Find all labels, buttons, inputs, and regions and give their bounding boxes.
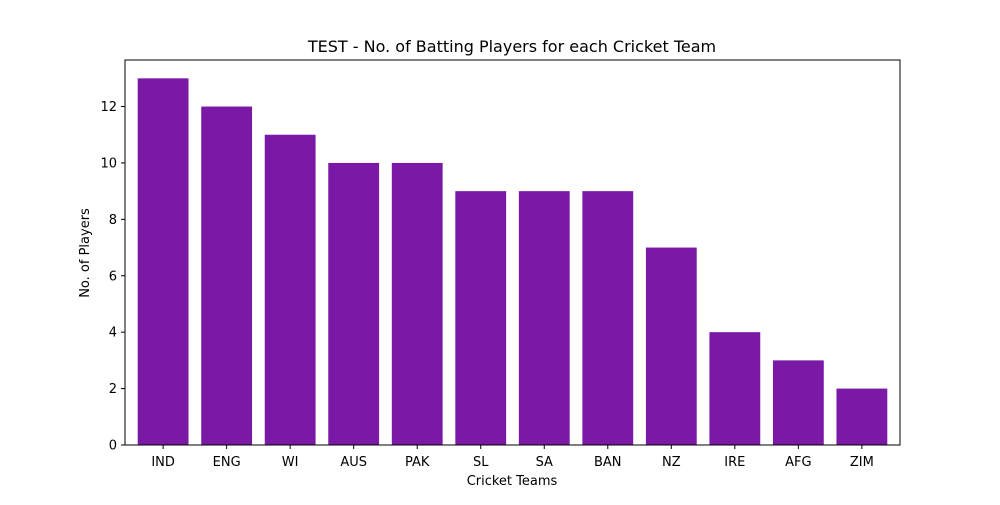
x-tick-label-wi: WI [282, 455, 299, 470]
x-axis-ticks: IND ENG WI AUS PAK SL SA BAN NZ IRE AFG ZIM [151, 445, 874, 470]
bar-ind [137, 78, 189, 445]
bar-afg [772, 360, 824, 445]
bar-ire [709, 332, 761, 445]
y-axis-ticks: 0 2 4 6 8 10 12 [100, 100, 125, 454]
bar-eng [201, 106, 253, 446]
x-tick-label-pak: PAK [405, 455, 430, 470]
x-tick-label-nz: NZ [662, 455, 681, 470]
bar-pak [391, 162, 443, 445]
bar-zim [836, 388, 888, 445]
bar-sl [455, 191, 507, 445]
plot-frame [124, 59, 901, 446]
y-tick-label: 12 [100, 100, 117, 115]
x-tick-label-afg: AFG [785, 455, 811, 470]
x-tick-label-sl: SL [473, 455, 489, 470]
x-axis-label: Cricket Teams [467, 474, 558, 489]
x-tick-label-eng: ENG [213, 455, 241, 470]
y-axis-label: No. of Players [78, 208, 93, 298]
bars-group [137, 78, 888, 446]
y-tick-label: 2 [109, 382, 117, 397]
bar-sa [518, 191, 570, 445]
y-tick-label: 8 [109, 213, 117, 228]
x-tick-label-aus: AUS [340, 455, 367, 470]
bar-aus [328, 162, 380, 445]
y-tick-label: 10 [100, 156, 117, 171]
x-tick-label-ire: IRE [724, 455, 745, 470]
x-tick-label-sa: SA [536, 455, 553, 470]
y-tick-label: 4 [109, 326, 117, 341]
y-tick-label: 6 [109, 269, 117, 284]
x-tick-label-ind: IND [151, 455, 175, 470]
x-tick-label-ban: BAN [594, 455, 622, 470]
chart-title: TEST - No. of Batting Players for each C… [307, 37, 716, 56]
y-tick-label: 0 [109, 439, 117, 454]
bar-nz [645, 247, 697, 445]
bar-ban [582, 191, 634, 445]
bar-wi [264, 134, 316, 445]
x-tick-label-zim: ZIM [850, 455, 874, 470]
